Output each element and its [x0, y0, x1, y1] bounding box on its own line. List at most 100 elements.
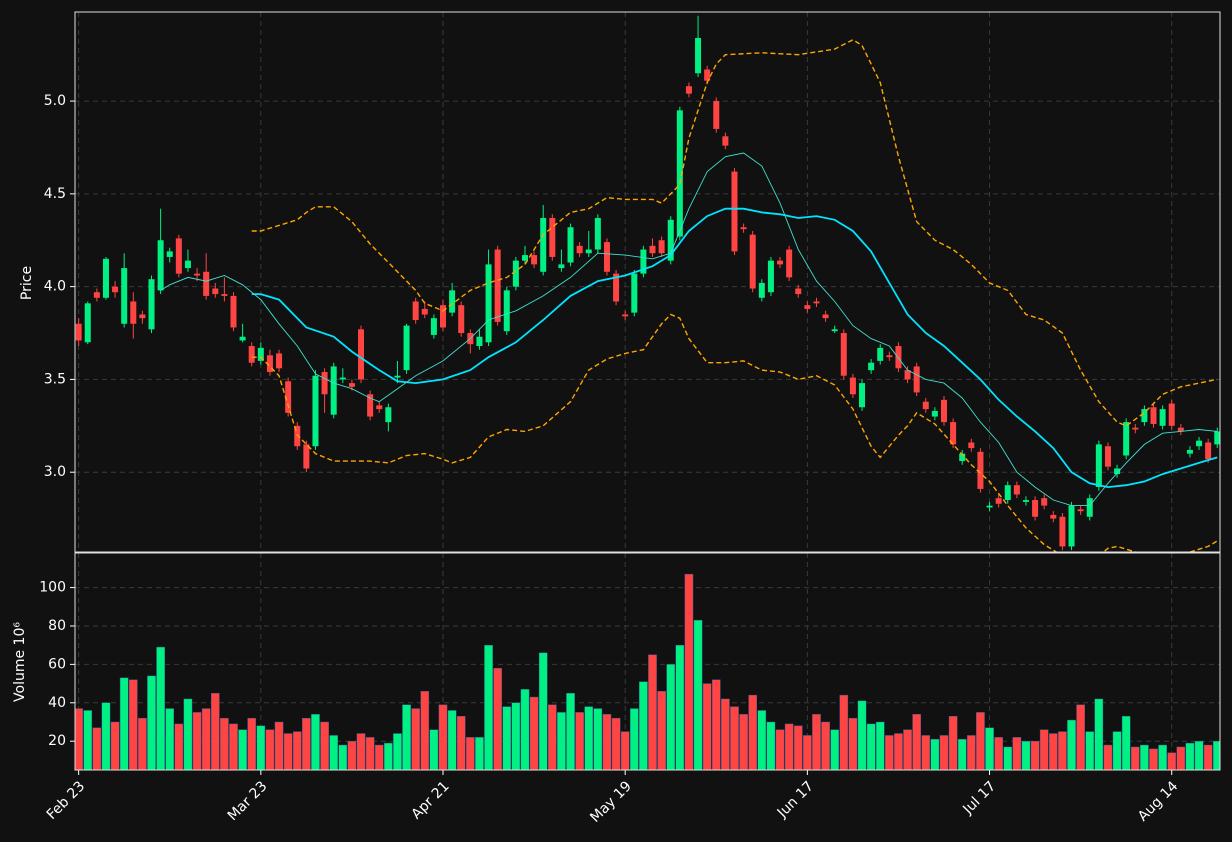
candle-body [640, 249, 647, 274]
volume-bar [930, 739, 940, 770]
volume-bar [183, 698, 193, 770]
volume-tick-label: 60 [48, 656, 66, 672]
candle-body [184, 260, 191, 269]
volume-bar [593, 708, 603, 770]
candle-body [485, 264, 492, 343]
volume-bar [903, 729, 912, 770]
candle-body [594, 217, 601, 250]
volume-bar [302, 717, 311, 770]
volume-bar [138, 717, 147, 770]
candle-body [376, 405, 383, 410]
volume-axis-label: Volume 10⁶ [12, 622, 28, 702]
volume-bar [247, 717, 257, 770]
volume-bar [702, 683, 712, 770]
candle-body [1004, 485, 1011, 501]
volume-bar [438, 704, 448, 770]
candle-body [458, 305, 465, 334]
volume-bar [721, 698, 730, 770]
volume-tick-label: 100 [39, 580, 66, 596]
volume-bar [848, 717, 858, 770]
candle-body [358, 329, 365, 380]
candle-body [412, 301, 419, 321]
candle-body [904, 370, 911, 380]
candle-body [767, 260, 774, 293]
candle-body [576, 245, 583, 254]
candle-body [439, 305, 447, 328]
volume-bar [1176, 746, 1186, 770]
y-tick-label: 4.0 [44, 279, 66, 295]
candle-body [75, 323, 82, 341]
candle-body [849, 377, 856, 395]
volume-bar [784, 723, 794, 770]
candle-body [695, 37, 702, 74]
candle-body [649, 245, 656, 254]
candle-body [1159, 409, 1166, 426]
volume-bar [502, 706, 512, 770]
volume-bar [739, 714, 748, 770]
candle-body [877, 347, 884, 361]
volume-bar [1003, 746, 1013, 770]
volume-bar [948, 716, 958, 770]
candle-body [194, 273, 201, 276]
candle-body [558, 264, 565, 269]
candle-body [248, 346, 255, 363]
candle-body [449, 290, 456, 313]
candle-body [503, 290, 510, 332]
volume-bar [83, 710, 93, 770]
candle-body [139, 314, 146, 319]
candle-body [731, 171, 738, 252]
volume-tick-label: 40 [48, 695, 66, 711]
candle-body [940, 399, 948, 423]
candle-body [403, 325, 410, 371]
candle-body [476, 336, 483, 347]
candle-body [1186, 449, 1193, 454]
volume-bar [393, 733, 402, 770]
volume-bar [165, 708, 175, 770]
candle-body [1214, 431, 1220, 445]
candle-body [1132, 427, 1139, 430]
volume-bar [1076, 704, 1085, 770]
volume-bar [156, 646, 165, 770]
candle-body [230, 295, 237, 328]
volume-bar [602, 714, 612, 770]
volume-bar [575, 712, 584, 770]
candle-body [786, 249, 793, 278]
volume-bar [283, 733, 293, 770]
candle-body [1141, 409, 1148, 423]
volume-bar [456, 716, 466, 770]
volume-bar [611, 717, 621, 770]
candle-body [321, 372, 328, 395]
volume-bar [912, 714, 921, 770]
volume-bar [220, 717, 229, 770]
candle-body [913, 366, 920, 393]
candle-body [603, 242, 610, 272]
volume-bar [976, 712, 985, 770]
volume-bar [866, 723, 876, 770]
candle-body [950, 422, 957, 445]
volume-bar [748, 694, 758, 770]
price-frame [74, 11, 1221, 553]
volume-bar [1212, 740, 1220, 770]
volume-plot [75, 573, 1220, 770]
candle-body [959, 453, 966, 462]
volume-bar [466, 737, 475, 770]
candle-body [1077, 509, 1084, 512]
volume-bar [75, 708, 83, 770]
volume-bar [1149, 748, 1158, 770]
candle-body [102, 258, 109, 298]
volume-bar [192, 712, 202, 770]
volume-bar [757, 710, 767, 770]
candle-body [813, 301, 820, 304]
volume-bar [210, 692, 220, 770]
candle-body [777, 260, 784, 265]
candle-body [1068, 505, 1075, 547]
candle-body [977, 451, 984, 489]
volume-tick-label: 20 [48, 733, 66, 749]
candle-body [1013, 485, 1020, 495]
volume-bar [538, 652, 548, 770]
volume-bar [1085, 731, 1095, 770]
volume-bar [174, 723, 184, 770]
candle-body [394, 375, 401, 378]
volume-bar [229, 723, 238, 770]
